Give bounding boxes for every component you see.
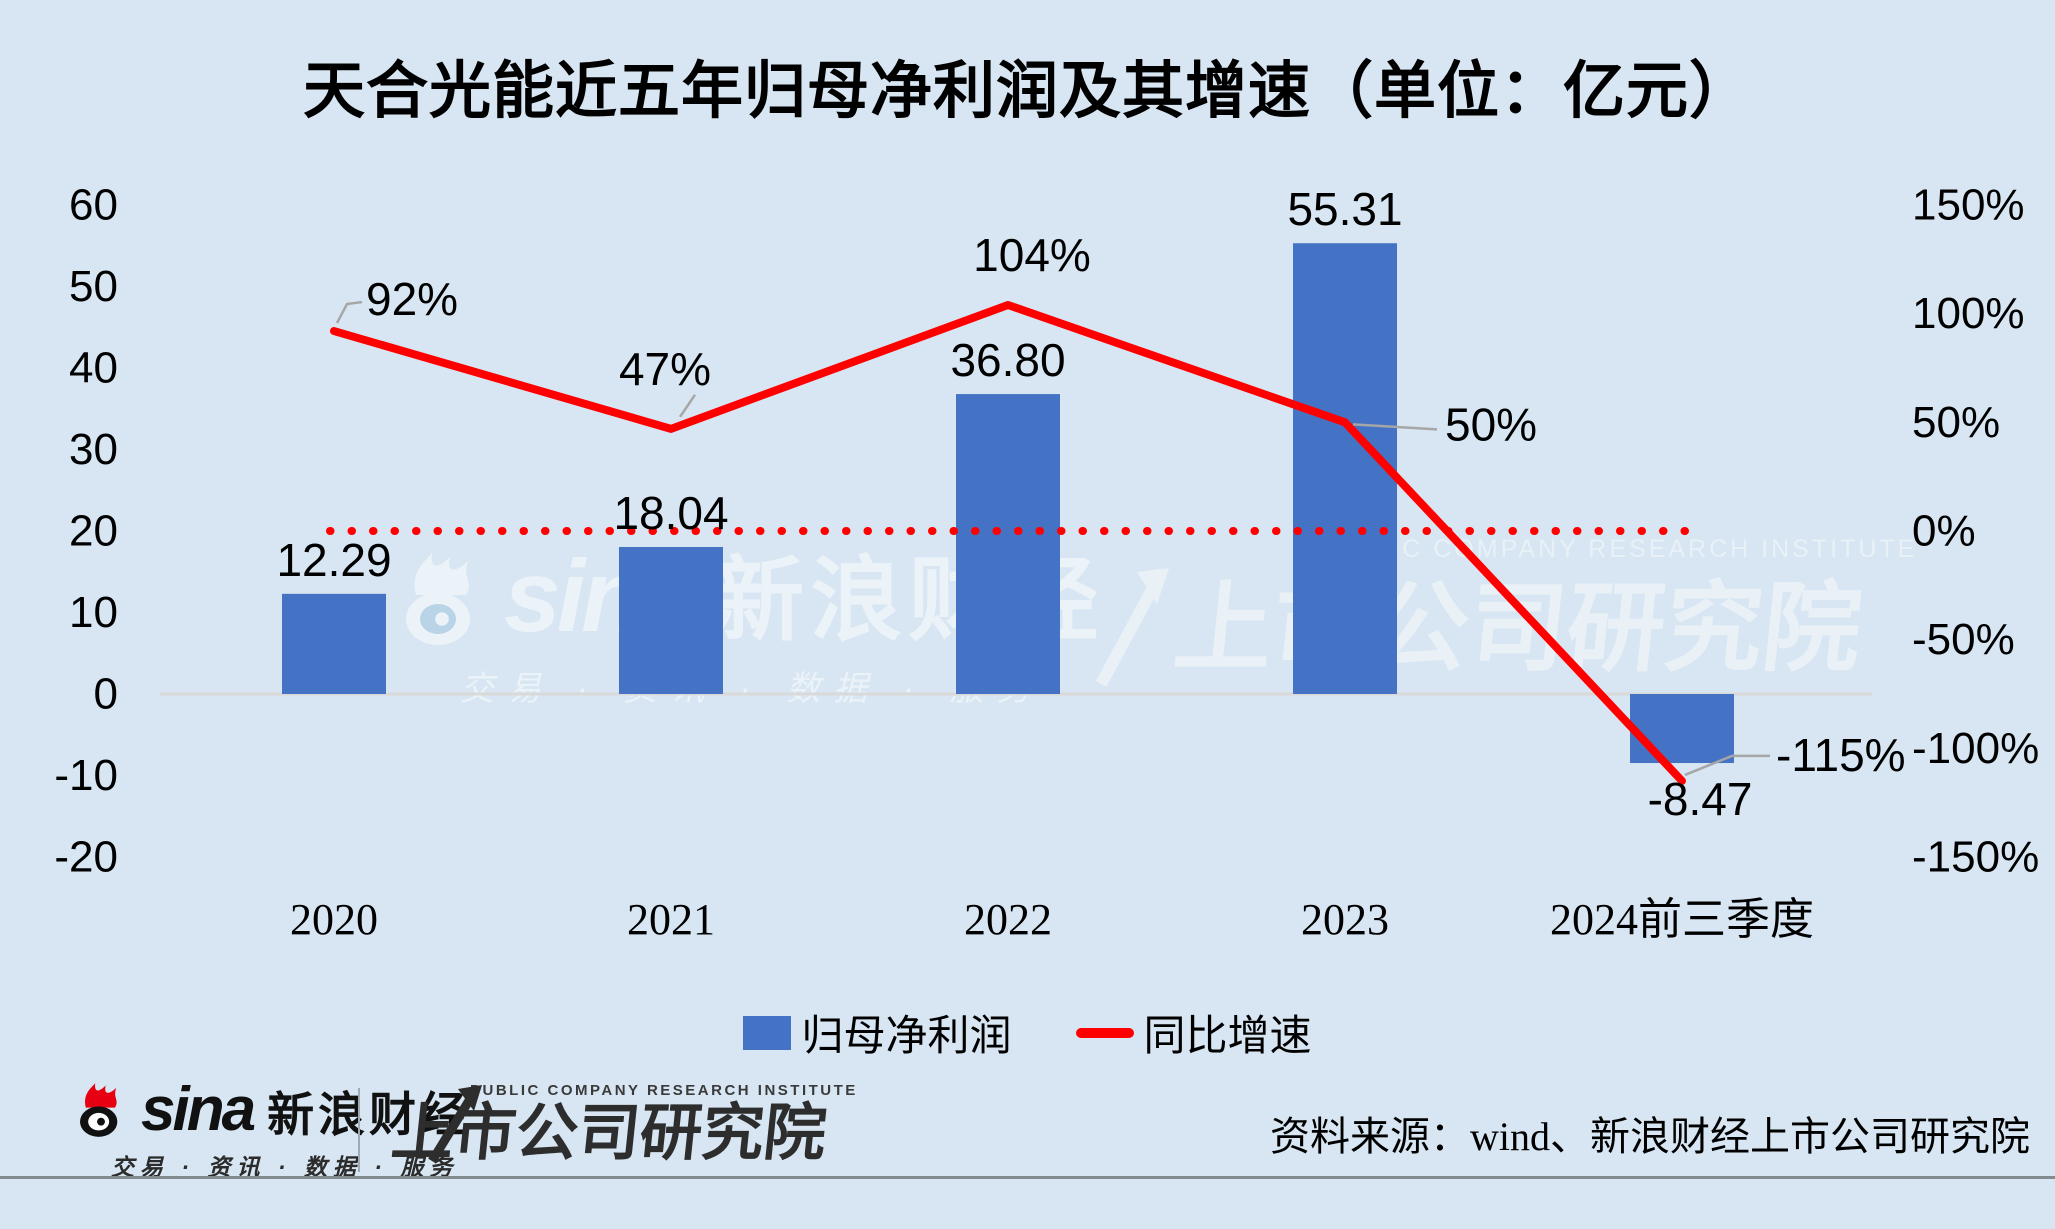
bar-2023 (1293, 243, 1397, 694)
right-axis-tick: 50% (1912, 398, 2000, 447)
left-axis-tick: 40 (69, 344, 118, 393)
left-axis-tick: -10 (54, 751, 118, 800)
bar-2024前三季度 (1630, 694, 1734, 764)
chart-legend: 归母净利润 同比增速 (0, 1002, 2055, 1063)
growth-label-2022: 104% (973, 229, 1091, 281)
left-axis-tick: 20 (69, 507, 118, 556)
sina-logo-brand: sina (141, 1075, 256, 1145)
leader-92 (335, 300, 363, 324)
legend-item-growth: 同比增速 (1075, 1002, 1312, 1063)
left-axis-tick: 30 (69, 425, 118, 474)
x-axis-label-2024前三季度: 2024前三季度 (1550, 895, 1814, 944)
pcri-logo: PUBLIC COMPANY RESEARCH INSTITUTE 上市公司研究… (388, 1082, 858, 1168)
bar-label-2023: 55.31 (1287, 183, 1402, 235)
leader-115 (1684, 754, 1770, 777)
right-axis-tick: -50% (1912, 615, 2015, 664)
leader-50 (1352, 423, 1438, 431)
right-axis-tick: 0% (1912, 507, 1976, 556)
x-axis-label-2020: 2020 (290, 895, 378, 944)
bar-2022 (956, 394, 1060, 694)
bar-label-2022: 36.80 (950, 334, 1065, 386)
growth-label-2021: 47% (619, 343, 711, 395)
left-axis-tick: 50 (69, 262, 118, 311)
x-axis-label-2021: 2021 (627, 895, 715, 944)
bar-label-2021: 18.04 (613, 487, 728, 539)
left-axis-tick: 10 (69, 588, 118, 637)
growth-line (330, 300, 1686, 785)
legend-label-net-profit: 归母净利润 (801, 1014, 1012, 1060)
pcri-arrow-icon (428, 1085, 482, 1164)
bar-label-2024前三季度: -8.47 (1648, 773, 1753, 825)
right-axis-tick: -100% (1912, 724, 2039, 773)
left-axis-tick: -20 (54, 833, 118, 882)
bar-label-2020: 12.29 (276, 534, 391, 586)
x-axis-label-2023: 2023 (1301, 895, 1389, 944)
sina-eye-icon (80, 1083, 118, 1137)
x-axis-label-2022: 2022 (964, 895, 1052, 944)
right-axis-tick: -150% (1912, 833, 2039, 882)
bar-series-swatch (743, 1015, 792, 1050)
growth-label-2023: 50% (1445, 398, 1537, 450)
sina-logo: sina 新浪财经 交易 · 资讯 · 数据 · 服务 (75, 1075, 472, 1182)
footer-divider (358, 1088, 360, 1172)
leader-47 (678, 394, 697, 418)
growth-label-2020: 92% (366, 273, 458, 325)
combo-chart: 60 50 40 30 20 10 0 -10 -20 150% 100% 50% 0% -50% -100… (54, 181, 2039, 945)
right-axis-tick: 150% (1912, 181, 2025, 230)
bottom-divider (0, 1176, 2055, 1179)
line-series-swatch (1075, 1027, 1134, 1038)
left-axis-tick: 60 (69, 181, 118, 230)
data-source-text: 资料来源：wind、新浪财经上市公司研究院 (1270, 1114, 2030, 1159)
sina-logo-name: 新浪财经 (267, 1088, 472, 1141)
chart-title: 天合光能近五年归母净利润及其增速（单位：亿元） (302, 57, 1752, 126)
left-axis-tick: 0 (94, 670, 118, 719)
right-axis-tick: 100% (1912, 289, 2025, 338)
growth-label-2024前三季度: -115% (1776, 729, 1906, 781)
legend-label-growth: 同比增速 (1143, 1014, 1312, 1060)
legend-item-net-profit: 归母净利润 (743, 1002, 1012, 1063)
bar-2021 (619, 546, 723, 694)
pcri-logo-caption: PUBLIC COMPANY RESEARCH INSTITUTE (470, 1082, 858, 1099)
bar-2020 (282, 593, 386, 694)
sina-logo-tagline: 交易 · 资讯 · 数据 · 服务 (111, 1154, 459, 1180)
